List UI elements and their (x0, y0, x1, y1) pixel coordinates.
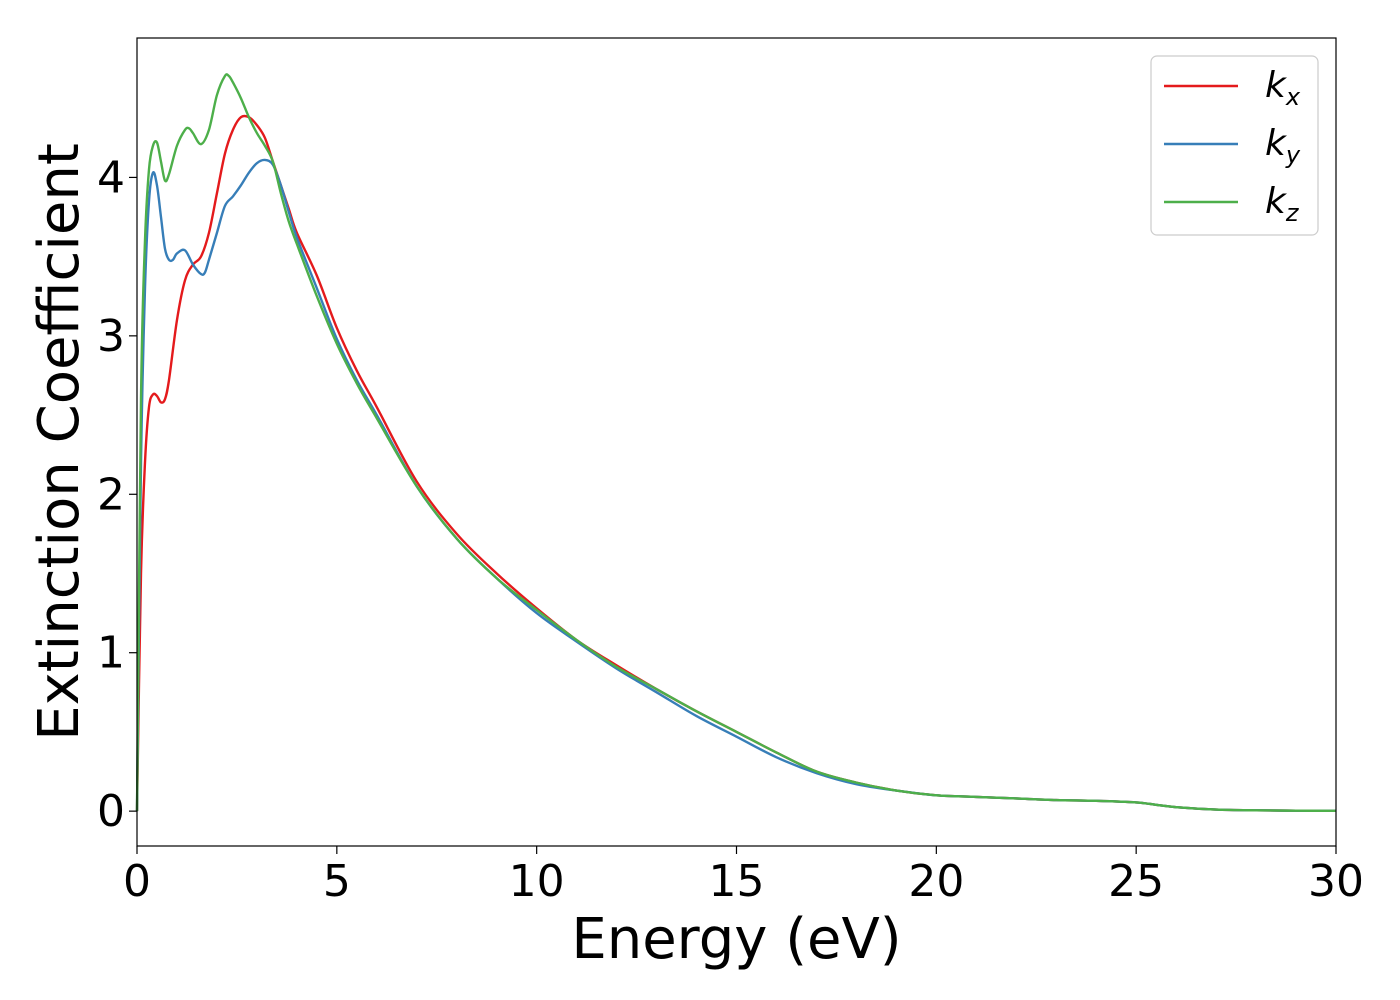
x-tick-label: 5 (323, 856, 351, 907)
legend: kx ky kz (1150, 55, 1319, 236)
y-tick-label: 3 (97, 311, 125, 362)
x-tick-label: 10 (509, 856, 565, 907)
x-tick-label: 25 (1108, 856, 1164, 907)
legend-label-kz: kz (1265, 181, 1300, 227)
y-tick-label: 2 (97, 469, 125, 520)
series-line-ky (135, 158, 1337, 813)
legend-label-ky: ky (1265, 123, 1301, 169)
legend-box (1150, 55, 1319, 236)
series-line-kz (135, 73, 1337, 813)
y-tick-label: 1 (97, 628, 125, 679)
legend-label-kx: kx (1265, 65, 1301, 111)
x-tick-label: 20 (908, 856, 964, 907)
x-tick-label: 30 (1308, 856, 1364, 907)
y-tick-label: 4 (97, 152, 125, 203)
x-tick-label: 15 (709, 856, 765, 907)
series-lines (135, 73, 1337, 813)
y-axis-label: Extinction Coefficient (27, 143, 92, 741)
y-axis-ticks: 0 1 2 3 4 (97, 152, 137, 837)
x-axis-ticks: 0 5 10 15 20 25 30 (123, 846, 1364, 907)
x-axis-label: Energy (eV) (571, 907, 901, 972)
y-tick-label: 0 (97, 786, 125, 837)
x-tick-label: 0 (123, 856, 151, 907)
